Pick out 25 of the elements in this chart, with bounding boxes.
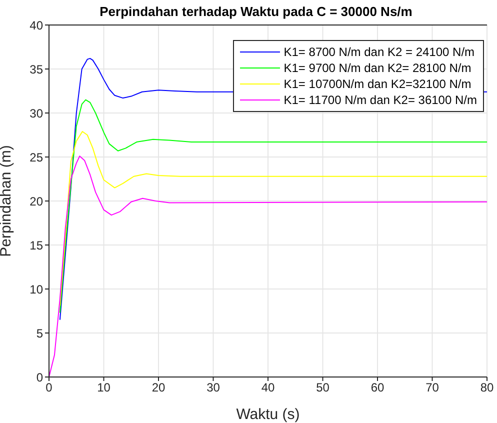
x-tick-label: 60 bbox=[370, 380, 384, 395]
y-tick-label: 30 bbox=[30, 106, 44, 120]
x-tick-label: 20 bbox=[152, 380, 166, 395]
line-series bbox=[59, 130, 487, 306]
legend-label: K1= 10700N/m dan K2=32100 N/m bbox=[284, 76, 472, 92]
legend-label: K1= 9700 N/m dan K2= 28100 N/m bbox=[284, 60, 472, 76]
y-tick-label: 5 bbox=[36, 326, 44, 340]
x-tick-label: 40 bbox=[261, 380, 275, 395]
x-tick-label: 70 bbox=[426, 380, 440, 395]
x-tick-label: 50 bbox=[316, 380, 330, 395]
y-tick-label: 35 bbox=[30, 62, 44, 76]
x-tick-label: 0 bbox=[46, 380, 53, 395]
y-tick-label: 25 bbox=[30, 150, 44, 164]
y-tick-label: 0 bbox=[36, 370, 44, 384]
y-tick-label: 10 bbox=[30, 282, 44, 296]
x-tick-label: 30 bbox=[206, 380, 220, 395]
x-axis-title: Waktu (s) bbox=[236, 406, 300, 423]
legend-label: K1= 11700 N/m dan K2= 36100 N/m bbox=[284, 92, 477, 108]
legend-label: K1= 8700 N/m dan K2 = 24100 N/m bbox=[284, 44, 475, 60]
x-tick-label: 80 bbox=[480, 380, 494, 395]
chart-title: Perpindahan terhadap Waktu pada C = 30000 Ns/m bbox=[100, 4, 412, 19]
x-tick-label: 10 bbox=[97, 380, 111, 395]
y-tick-label: 15 bbox=[30, 238, 44, 252]
y-tick-label: 20 bbox=[30, 194, 44, 208]
y-tick-label: 40 bbox=[30, 18, 44, 32]
